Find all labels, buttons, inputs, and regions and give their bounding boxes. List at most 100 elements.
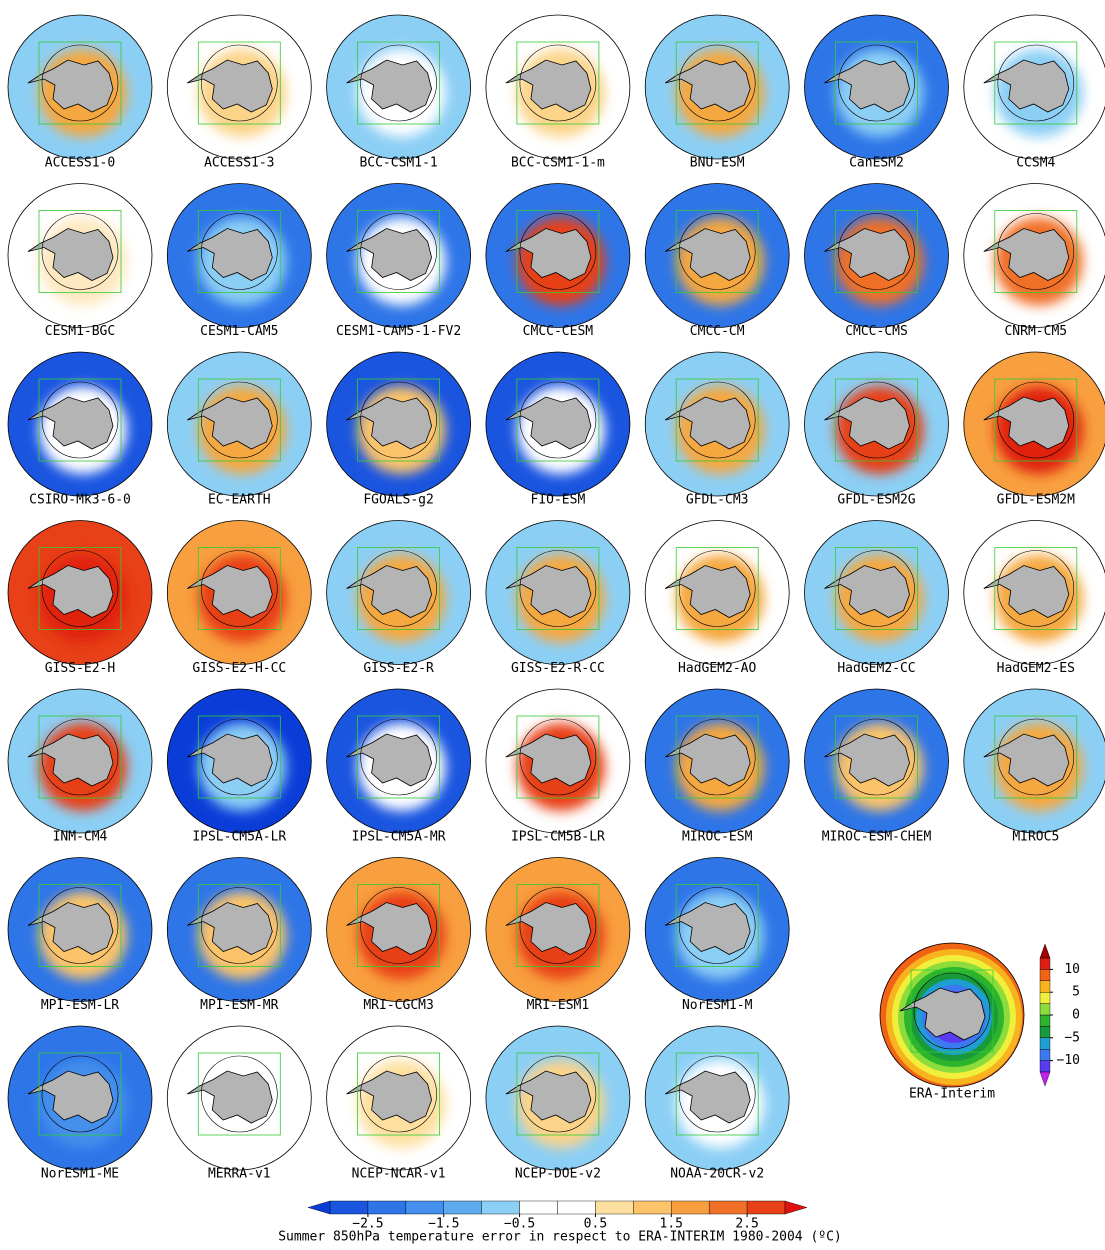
colorbar-tick-label: −10: [1057, 1053, 1080, 1068]
panel-label: ACCESS1-0: [45, 156, 115, 171]
colorbar-tick-label: 1.5: [660, 1217, 683, 1232]
map-panel: [327, 15, 471, 159]
panel-label: NCEP-NCAR-v1: [352, 1167, 446, 1182]
colorbar-cell: [747, 1201, 785, 1214]
colorbar-cell: [1040, 1004, 1050, 1015]
colorbar-tick-label: 0: [1072, 1008, 1080, 1023]
panel-label: GISS-E2-H-CC: [192, 661, 286, 676]
panel-label: FGOALS-g2: [363, 493, 433, 508]
map-panel: [645, 352, 789, 496]
panel-label: CanESM2: [849, 156, 904, 171]
map-panel: [167, 184, 311, 328]
panel-label: NorESM1-M: [682, 998, 753, 1013]
panel-label: INM-CM4: [53, 830, 108, 845]
map-panel: [486, 15, 630, 159]
map-panel: [8, 1026, 152, 1170]
panel-label: NOAA-20CR-v2: [670, 1167, 764, 1182]
colorbar-cell: [444, 1201, 482, 1214]
map-panel: [645, 689, 789, 833]
panel-label: MRI-CGCM3: [363, 998, 433, 1013]
map-panel: [8, 15, 152, 159]
map-panel: [8, 521, 152, 665]
panel-label: MRI-ESM1: [527, 998, 590, 1013]
map-panel: [327, 858, 471, 1002]
panel-label: CCSM4: [1016, 156, 1055, 171]
panel-label: ACCESS1-3: [204, 156, 274, 171]
map-panel: [486, 858, 630, 1002]
colorbar-cell: [482, 1201, 520, 1214]
map-panel: [486, 689, 630, 833]
panel-label: HadGEM2-AO: [678, 661, 756, 676]
map-panel: [167, 1026, 311, 1170]
panel-label: MIROC5: [1012, 830, 1059, 845]
caption: Summer 850hPa temperature error in respe…: [278, 1230, 842, 1245]
colorbar-cell: [595, 1201, 633, 1214]
map-panel: [964, 184, 1105, 328]
panel-label: BCC-CSM1-1-m: [511, 156, 605, 171]
panel-label: MPI-ESM-LR: [41, 998, 119, 1013]
panel-label: GFDL-CM3: [686, 493, 749, 508]
colorbar-cell: [1040, 992, 1050, 1003]
map-panel: [964, 15, 1105, 159]
colorbar-end: [1040, 1072, 1050, 1086]
panel-label: CNRM-CM5: [1004, 324, 1067, 339]
map-panel: [167, 521, 311, 665]
colorbar-tick-label: 10: [1064, 962, 1080, 977]
colorbar-end: [308, 1201, 330, 1214]
map-panel: [805, 15, 949, 159]
panel-label: MERRA-v1: [208, 1167, 271, 1182]
map-panel: [486, 184, 630, 328]
map-panel: [167, 689, 311, 833]
colorbar-cell: [709, 1201, 747, 1214]
panel-label: GISS-E2-R: [363, 661, 434, 676]
panel-label: IPSL-CM5A-LR: [192, 830, 286, 845]
colorbar-tick-label: −0.5: [504, 1217, 535, 1232]
colorbar-end: [785, 1201, 807, 1214]
panel-label: CESM1-BGC: [45, 324, 115, 339]
panel-label: GISS-E2-R-CC: [511, 661, 605, 676]
map-panel: [327, 521, 471, 665]
map-panel: [327, 352, 471, 496]
colorbar-tick-label: −5: [1064, 1030, 1080, 1045]
colorbar-cell: [1040, 1026, 1050, 1037]
map-panel: [645, 858, 789, 1002]
panel-label: MIROC-ESM-CHEM: [822, 830, 932, 845]
colorbar-tick-label: 5: [1072, 985, 1080, 1000]
map-panel: [167, 15, 311, 159]
panel-label: MPI-ESM-MR: [200, 998, 278, 1013]
panel-label: IPSL-CM5A-MR: [352, 830, 446, 845]
colorbar-cell: [1040, 1038, 1050, 1049]
colorbar-cell: [1040, 1049, 1050, 1060]
map-panel: [645, 521, 789, 665]
map-panel: [645, 184, 789, 328]
colorbar-cell: [1040, 1061, 1050, 1072]
colorbar-cell: [406, 1201, 444, 1214]
panel-label: FIO-ESM: [531, 493, 586, 508]
map-panel: [964, 689, 1105, 833]
colorbar-cell: [1040, 981, 1050, 992]
map-panel: [805, 689, 949, 833]
panel-label: CSIRO-Mk3-6-0: [29, 493, 131, 508]
panel-label: CESM1-CAM5: [200, 324, 278, 339]
panel-label: IPSL-CM5B-LR: [511, 830, 605, 845]
map-panel: [805, 184, 949, 328]
map-panel: [8, 184, 152, 328]
panel-label: HadGEM2-CC: [837, 661, 915, 676]
map-panel: [167, 352, 311, 496]
panel-label: CESM1-CAM5-1-FV2: [336, 324, 461, 339]
map-panel: [327, 184, 471, 328]
panel-label: MIROC-ESM: [682, 830, 753, 845]
panel-label: BNU-ESM: [690, 156, 745, 171]
colorbar-tick-label: −1.5: [428, 1217, 459, 1232]
panel-label: BCC-CSM1-1: [359, 156, 437, 171]
map-panel: [486, 352, 630, 496]
map-panel: [167, 858, 311, 1002]
colorbar-tick-label: 2.5: [735, 1217, 758, 1232]
panel-label: EC-EARTH: [208, 493, 271, 508]
map-panel: [486, 521, 630, 665]
colorbar-cell: [671, 1201, 709, 1214]
colorbar-tick-label: −2.5: [352, 1217, 383, 1232]
map-panel: [805, 352, 949, 496]
colorbar-cell: [1040, 958, 1050, 969]
colorbar-cell: [558, 1201, 596, 1214]
